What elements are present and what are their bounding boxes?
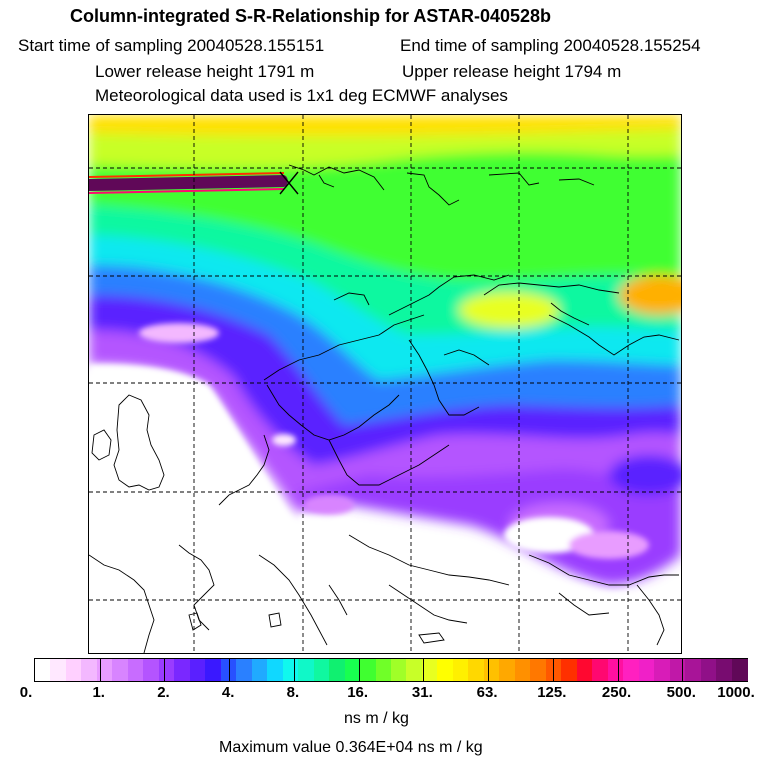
colorbar-swatch [282,659,299,681]
colorbar-swatch [65,659,83,681]
colorbar-tick-label: 125. [537,684,567,701]
colorbar-swatch [607,659,624,681]
colorbar-tick-label: 8. [286,684,300,701]
colorbar-divider [552,659,554,681]
colorbar-swatch [499,659,516,681]
colorbar-swatch [669,659,686,681]
map-canvas [89,115,681,653]
plot-title: Column-integrated S-R-Relationship for A… [70,6,552,26]
meteo-data-label: Meteorological data used is 1x1 deg ECMW… [95,86,508,105]
colorbar-swatch [344,659,361,681]
colorbar-tick-label: 2. [157,684,170,701]
colorbar-tick-label: 500. [666,684,696,701]
colorbar-swatch [576,659,593,681]
colorbar-swatch [437,659,454,681]
colorbar-divider [229,659,231,681]
colorbar-swatch [716,659,733,681]
colorbar-swatch [267,659,284,681]
colorbar-swatch [313,659,330,681]
upper-release-label: Upper release height 1794 m [402,62,622,81]
colorbar-swatch [406,659,423,681]
colorbar-swatch [514,659,531,681]
colorbar-divider [682,659,684,681]
colorbar-swatch [96,659,113,681]
colorbar-swatch [360,659,377,681]
colorbar-swatch [638,659,655,681]
colorbar-swatch [700,659,717,681]
maximum-value-label: Maximum value 0.364E+04 ns m / kg [219,739,483,756]
colorbar-swatch [530,659,547,681]
colorbar-divider [488,659,490,681]
colorbar-divider [164,659,166,681]
colorbar-swatch [685,659,702,681]
colorbar-swatch [127,659,144,681]
colorbar-divider [358,659,360,681]
sensitivity-map [88,114,682,654]
colorbar-swatch [220,659,237,681]
colorbar-divider [293,659,295,681]
colorbar-swatch [236,659,253,681]
colorbar-tick-label: 63. [476,684,498,701]
colorbar-swatch [483,659,500,681]
colorbar-divider [99,659,101,681]
colorbar-tick-label: 4. [221,684,235,701]
colorbar [34,658,748,682]
concentration-field [89,115,681,653]
colorbar-tick-label: 250. [601,684,632,701]
colorbar-swatch [189,659,206,681]
colorbar-swatch [158,659,175,681]
colorbar-tick-label: 31. [411,684,433,701]
colorbar-swatch [81,659,98,681]
colorbar-tick-label: 0. [19,684,33,701]
colorbar-swatch [592,659,609,681]
colorbar-swatch [391,659,408,681]
colorbar-tick-label: 16. [347,684,369,701]
colorbar-swatch [654,659,671,681]
colorbar-swatch [174,659,191,681]
colorbar-swatch [421,659,439,681]
release-point-x-marker [279,171,299,195]
colorbar-swatch [731,659,748,681]
colorbar-tick-label: 1000. [717,684,755,701]
colorbar-swatch [468,659,485,681]
colorbar-swatch [298,659,315,681]
colorbar-swatch [50,659,67,681]
colorbar-swatch [35,659,52,681]
start-time-label: Start time of sampling 20040528.155151 [18,36,325,55]
end-time-label: End time of sampling 20040528.155254 [400,36,701,55]
coastlines [89,164,680,653]
colorbar-swatch [623,659,640,681]
colorbar-swatch [251,659,268,681]
colorbar-tick-label: 1. [92,684,105,701]
colorbar-swatch [112,659,129,681]
colorbar-swatch [561,659,578,681]
colorbar-swatch [205,659,222,681]
colorbar-unit-label: ns m / kg [344,710,409,727]
colorbar-swatch [375,659,392,681]
graticule [89,115,681,653]
colorbar-swatch [329,659,346,681]
lower-release-label: Lower release height 1791 m [95,62,315,81]
colorbar-swatch [452,659,469,681]
colorbar-swatch [545,659,562,681]
colorbar-divider [423,659,425,681]
colorbar-divider [617,659,619,681]
colorbar-swatch [143,659,160,681]
